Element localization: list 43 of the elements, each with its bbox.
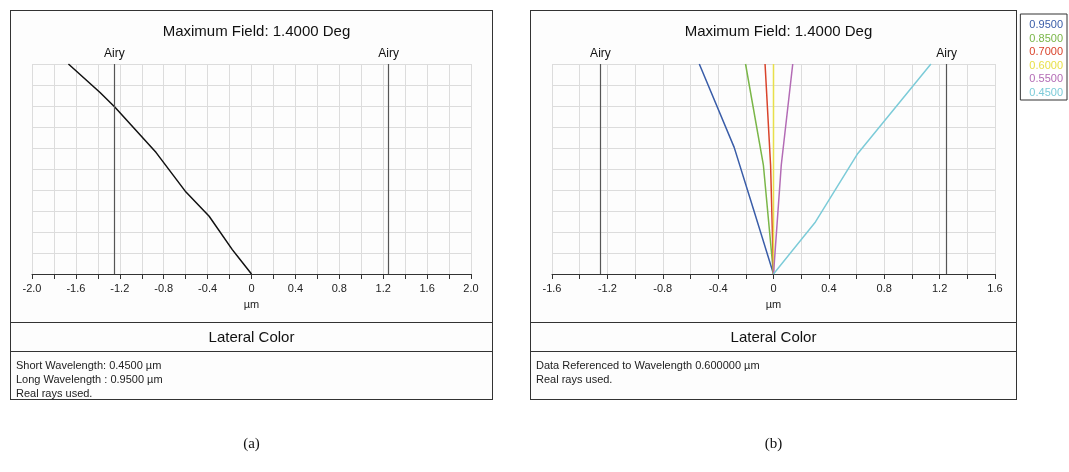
x-tick-label: -1.2 [597,281,617,294]
x-tick-label: 0.4 [287,281,304,294]
text: Real rays used. [16,386,94,400]
x-tick-label: -1.6 [542,281,562,294]
x-tick-label: 1.6 [987,281,1003,294]
x-tick-label: 0 [770,281,777,294]
text: Data Referenced to Wavelength 0.600000 µm [536,358,760,372]
text: 0.9500 [1029,18,1064,30]
x-tick-label: -0.4 [708,281,728,294]
x-tick-label: 2.0 [463,281,479,294]
x-tick-label: -1.6 [66,281,86,294]
ref-line-label: Airy [590,46,611,60]
x-tick-label: 0.4 [821,281,837,294]
x-tick-label: -2.0 [22,281,42,294]
text: 0.5500 [1029,72,1064,84]
chart-title: Maximum Field: 1.4000 Deg [684,22,873,39]
x-tick-label: -1.2 [110,281,130,294]
x-tick-label: 0.8 [876,281,892,294]
x-tick-label: 0 [248,281,255,294]
x-tick-label: 1.2 [375,281,391,294]
x-tick-label: -0.8 [653,281,673,294]
x-tick-label: 1.2 [931,281,948,294]
chart-title: Maximum Field: 1.4000 Deg [162,22,351,39]
text: Lateral Color [530,322,1017,352]
x-tick-label: -0.4 [198,281,218,294]
text: (b) [763,435,784,452]
x-tick-label: 1.6 [419,281,435,294]
ref-line-label: Airy [378,46,400,60]
text: Long Wavelength : 0.9500 µm [16,372,163,386]
text: 0.6000 [1029,58,1064,71]
x-tick-label: -0.8 [154,281,174,294]
text: 0.7000 [1029,45,1064,57]
text: 0.4500 [1029,85,1064,98]
text: (a) [242,435,261,452]
ref-line-label: Airy [936,46,957,60]
x-axis-title: µm [243,297,260,310]
text: Short Wavelength: 0.4500 µm [16,358,163,372]
text: Lateral Color [10,322,493,352]
ref-line-label: Airy [103,46,125,60]
x-tick-label: 0.8 [331,281,347,294]
text: 0.8500 [1029,31,1064,44]
x-axis-title: µm [765,297,782,310]
text: Real rays used. [536,372,614,386]
